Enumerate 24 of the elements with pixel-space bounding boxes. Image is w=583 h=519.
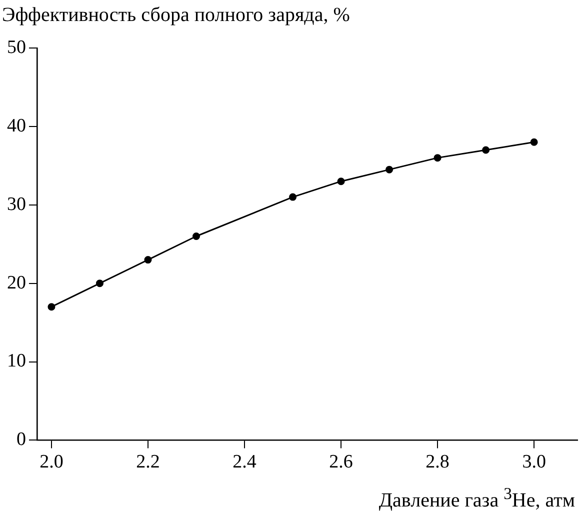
point bbox=[434, 154, 442, 162]
x-tick-label: 2.6 bbox=[329, 452, 353, 473]
point bbox=[48, 303, 56, 311]
point bbox=[337, 178, 345, 186]
x-axis-title: Давление газа $^{3}$He, атм bbox=[378, 484, 575, 513]
point bbox=[144, 256, 152, 264]
point bbox=[96, 280, 104, 288]
x-tick-label: 3.0 bbox=[522, 452, 546, 473]
x-tick-label: 2.8 bbox=[426, 452, 450, 473]
x-tick-label: 2.0 bbox=[40, 452, 64, 473]
x-tick-label: 2.2 bbox=[136, 452, 160, 473]
y-tick-label: 30 bbox=[7, 194, 26, 215]
point bbox=[530, 138, 538, 146]
point bbox=[482, 146, 490, 154]
y-tick-label: 40 bbox=[7, 115, 26, 136]
point bbox=[386, 166, 394, 174]
y-tick-label: 20 bbox=[7, 272, 26, 294]
y-tick-label: 50 bbox=[7, 36, 26, 58]
point bbox=[289, 193, 297, 201]
y-tick-label: 0 bbox=[16, 429, 26, 450]
y-tick-label: 10 bbox=[7, 350, 26, 372]
point bbox=[192, 232, 200, 240]
y-axis-title: Эффективность сбора полного заряда, % bbox=[2, 4, 350, 27]
x-tick-label: 2.4 bbox=[232, 452, 257, 473]
